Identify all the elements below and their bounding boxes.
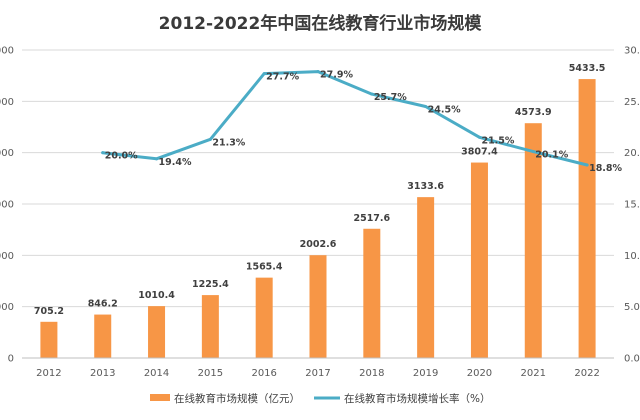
left-y-axis: 0 1000 2000 3000 4000 5000 6000 bbox=[0, 46, 14, 365]
line-value-label: 27.7% bbox=[266, 72, 299, 83]
data-labels: 705.2 846.2 1010.4 1225.4 1565.4 2002.6 2517.6… bbox=[34, 63, 623, 317]
right-y-axis: 0.0% 5.0% 10.0% 15.0% 20.0% 25.0% 30.0% bbox=[624, 46, 640, 365]
bar bbox=[255, 277, 273, 358]
bar-value-label: 4573.9 bbox=[515, 107, 552, 118]
left-tick-label: 6000 bbox=[0, 46, 14, 57]
x-tick-label: 2016 bbox=[251, 368, 276, 379]
line-point bbox=[531, 150, 535, 154]
left-tick-label: 2000 bbox=[0, 251, 14, 262]
x-tick-label: 2013 bbox=[90, 368, 115, 379]
left-tick-label: 3000 bbox=[0, 200, 14, 211]
line-point bbox=[101, 151, 105, 155]
right-tick-label: 5.0% bbox=[624, 302, 640, 313]
bar bbox=[40, 321, 58, 358]
right-tick-label: 10.0% bbox=[624, 251, 640, 262]
bar-value-label: 2002.6 bbox=[300, 239, 337, 250]
x-tick-label: 2019 bbox=[413, 368, 438, 379]
line-point bbox=[585, 163, 589, 167]
bar-series bbox=[40, 79, 596, 359]
line-point bbox=[316, 70, 320, 74]
line-value-label: 27.9% bbox=[320, 70, 353, 81]
line-series bbox=[101, 70, 589, 167]
bar bbox=[578, 79, 596, 359]
line-value-label: 21.3% bbox=[212, 137, 245, 148]
right-tick-label: 20.0% bbox=[624, 148, 640, 159]
x-tick-label: 2015 bbox=[198, 368, 223, 379]
line-value-label: 25.7% bbox=[374, 92, 407, 103]
x-tick-label: 2022 bbox=[574, 368, 599, 379]
line-value-label: 20.1% bbox=[535, 150, 568, 161]
grid-lines bbox=[22, 49, 614, 308]
x-tick-label: 2012 bbox=[36, 368, 61, 379]
bar-value-label: 846.2 bbox=[88, 299, 118, 310]
legend-label-line: 在线教育市场规模增长率（%） bbox=[344, 392, 490, 405]
bar-value-label: 2517.6 bbox=[353, 213, 390, 224]
line-point bbox=[208, 137, 212, 141]
legend-label-bar: 在线教育市场规模（亿元） bbox=[174, 392, 300, 405]
bar-value-label: 1010.4 bbox=[138, 290, 175, 301]
right-tick-label: 15.0% bbox=[624, 200, 640, 211]
bar bbox=[470, 162, 488, 358]
right-tick-label: 30.0% bbox=[624, 46, 640, 57]
x-tick-label: 2020 bbox=[467, 368, 492, 379]
bar-value-label: 3133.6 bbox=[407, 181, 444, 192]
line-point bbox=[155, 157, 159, 161]
left-tick-label: 4000 bbox=[0, 148, 14, 159]
line-point bbox=[262, 72, 266, 76]
chart-title: 2012-2022年中国在线教育行业市场规模 bbox=[159, 13, 483, 34]
bar bbox=[417, 197, 435, 358]
line-value-label: 20.0% bbox=[105, 151, 138, 162]
right-tick-label: 0.0% bbox=[624, 354, 640, 365]
bar bbox=[524, 123, 542, 358]
line-value-label: 24.5% bbox=[428, 104, 461, 115]
right-tick-label: 25.0% bbox=[624, 97, 640, 108]
x-tick-label: 2014 bbox=[144, 368, 169, 379]
line-value-label: 21.5% bbox=[481, 135, 514, 146]
growth-rate-line bbox=[101, 70, 589, 167]
left-tick-label: 1000 bbox=[0, 302, 14, 313]
bar-value-label: 3807.4 bbox=[461, 147, 498, 158]
x-axis: 2012 2013 2014 2015 2016 2017 2018 2019 2020 2021… bbox=[22, 357, 614, 379]
left-tick-label: 0 bbox=[8, 354, 14, 365]
bar bbox=[94, 314, 112, 358]
legend-swatch-bar bbox=[150, 394, 170, 401]
line-value-label: 19.4% bbox=[159, 157, 192, 168]
bar-value-label: 1225.4 bbox=[192, 279, 229, 290]
bar-value-label: 705.2 bbox=[34, 306, 64, 317]
bar-value-label: 5433.5 bbox=[569, 63, 606, 74]
line-value-label: 18.8% bbox=[589, 163, 622, 174]
x-tick-label: 2017 bbox=[305, 368, 330, 379]
legend: 在线教育市场规模（亿元） 在线教育市场规模增长率（%） bbox=[150, 392, 490, 405]
line-point bbox=[477, 135, 481, 139]
bar bbox=[309, 255, 327, 358]
line-point bbox=[370, 92, 374, 96]
bar bbox=[201, 295, 219, 358]
bar-value-label: 1565.4 bbox=[246, 262, 283, 273]
bar bbox=[148, 306, 166, 358]
x-tick-label: 2018 bbox=[359, 368, 384, 379]
bar bbox=[363, 228, 381, 358]
line-point bbox=[424, 104, 428, 108]
left-tick-label: 5000 bbox=[0, 97, 14, 108]
x-tick-label: 2021 bbox=[521, 368, 546, 379]
